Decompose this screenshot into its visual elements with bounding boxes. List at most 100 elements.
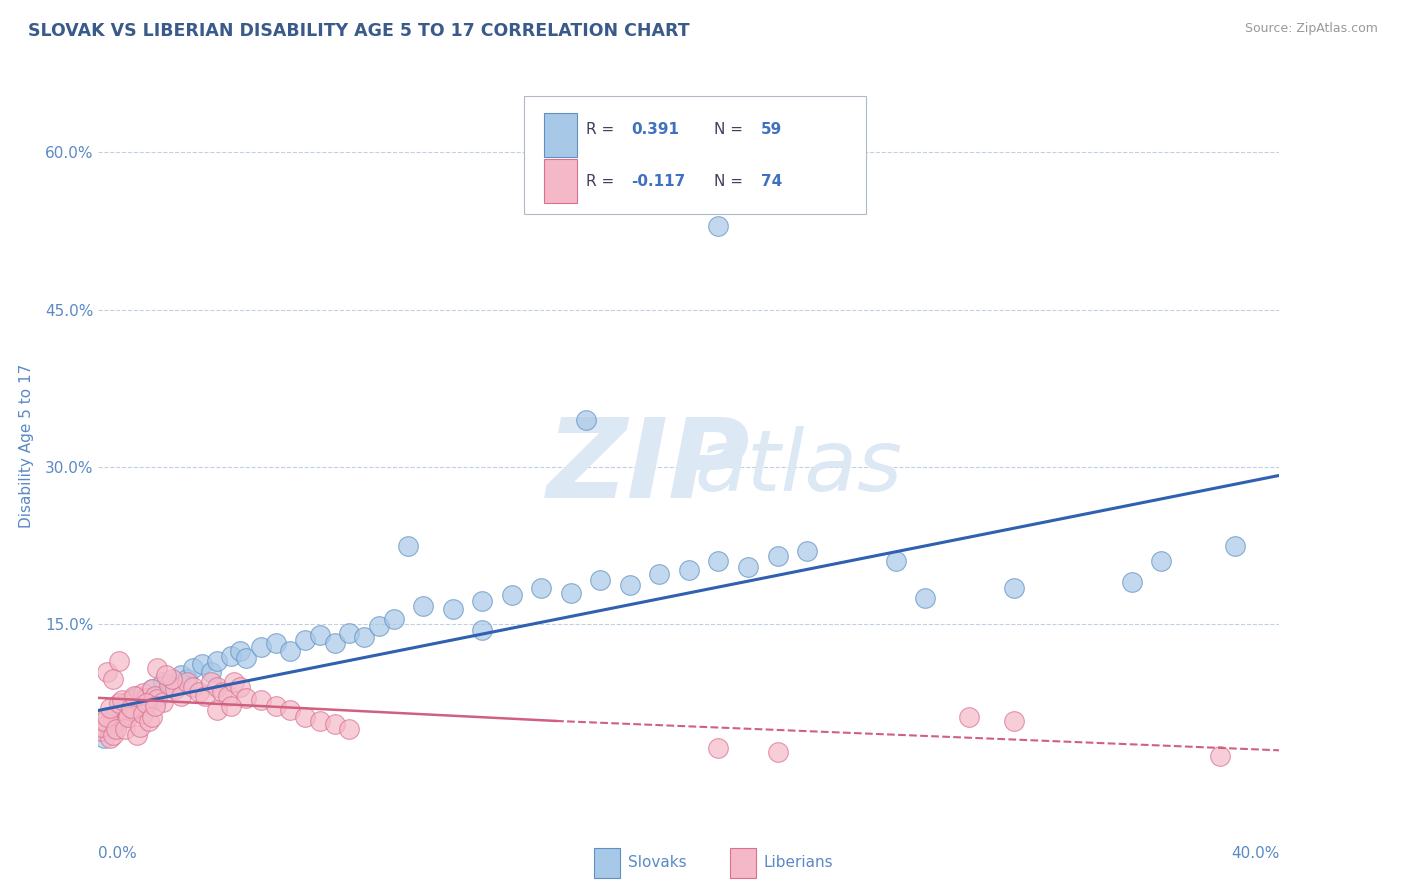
Point [143,699,166,714]
Point [441,601,464,615]
Point [143,689,166,703]
Point [176,675,198,690]
Point [323,636,346,650]
Point [294,710,316,724]
Point [170,667,193,681]
Point [412,599,434,613]
Text: Source: ZipAtlas.com: Source: ZipAtlas.com [1244,22,1378,36]
Point [105,723,128,737]
Point [108,706,131,721]
Point [90,724,112,739]
Point [187,684,209,698]
Point [766,549,789,564]
Text: N =: N = [714,175,748,189]
Point [90,720,112,734]
Point [205,681,228,695]
Text: ZIP: ZIP [547,414,751,521]
Text: SLOVAK VS LIBERIAN DISABILITY AGE 5 TO 17 CORRELATION CHART: SLOVAK VS LIBERIAN DISABILITY AGE 5 TO 1… [28,22,690,40]
Point [219,699,242,714]
Point [120,701,142,715]
Point [135,696,157,710]
Point [1002,714,1025,728]
Point [96,710,118,724]
Point [152,675,174,690]
Point [707,741,730,756]
Point [471,594,494,608]
Point [707,554,730,568]
Point [146,692,169,706]
Point [574,413,596,427]
Point [648,567,671,582]
Point [181,681,204,695]
Point [98,723,121,737]
Point [217,689,239,703]
Point [98,731,121,745]
Point [1002,581,1025,595]
Point [337,625,360,640]
Point [96,717,118,731]
Bar [730,847,756,878]
Point [146,689,169,703]
Point [111,693,134,707]
Point [128,720,150,734]
Point [146,661,169,675]
Point [132,706,155,721]
Point [114,696,136,710]
Point [914,591,936,606]
Text: N =: N = [714,122,748,137]
Point [959,710,981,724]
Point [93,720,115,734]
Point [294,633,316,648]
Point [560,586,582,600]
Point [90,724,112,739]
Point [250,693,273,707]
Point [884,554,907,568]
Point [1150,554,1173,568]
Point [501,588,523,602]
Point [93,714,115,728]
Point [152,695,174,709]
Point [141,710,163,724]
Point [200,665,222,679]
Bar [595,847,620,878]
Point [211,684,233,698]
Point [1209,748,1232,763]
Point [103,712,125,726]
Point [229,643,252,657]
Point [224,675,246,690]
Point [264,636,287,650]
Point [96,717,118,731]
Text: 74: 74 [761,175,782,189]
Point [132,685,155,699]
Point [125,728,148,742]
Point [93,731,115,745]
Point [141,682,163,697]
Text: atlas: atlas [695,425,903,509]
Point [219,648,242,663]
Point [122,690,145,705]
Text: R =: R = [586,175,619,189]
Point [229,681,252,695]
Point [108,696,131,710]
Point [105,706,128,721]
Point [111,701,134,715]
Point [1121,575,1143,590]
Point [353,630,375,644]
Point [117,706,139,721]
Point [707,219,730,233]
Point [337,723,360,737]
Point [98,701,121,715]
Point [678,563,700,577]
Point [382,612,405,626]
Point [132,699,155,714]
Point [323,717,346,731]
Point [103,672,125,686]
Point [278,643,302,657]
Point [309,628,332,642]
Point [111,710,134,724]
Point [108,654,131,668]
Bar [544,112,576,157]
Point [105,714,128,728]
Point [264,699,287,714]
Point [194,689,217,703]
